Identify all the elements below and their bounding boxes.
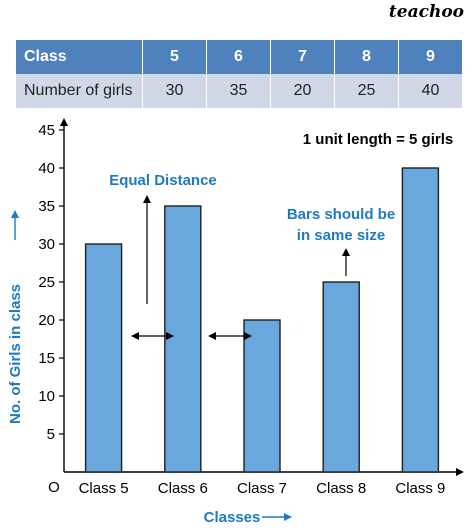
table-header-row: Class 5 6 7 8 9 — [16, 40, 463, 74]
data-table: Class 5 6 7 8 9 Number of girls 30 35 20… — [16, 40, 463, 108]
origin-label: O — [48, 479, 60, 496]
y-tick-label: 10 — [38, 388, 55, 405]
table-header-cell: 7 — [270, 40, 335, 74]
bar — [84, 243, 123, 473]
table-cell: 30 — [142, 74, 207, 108]
x-tick-group: Class 5 Class 6 Class 7 Class 8 Class 9 — [79, 480, 446, 497]
bars-same-size-line1: Bars should be — [287, 206, 395, 223]
y-tick-label: 5 — [47, 426, 55, 443]
table-header-cell: Class — [16, 40, 143, 74]
bar — [243, 319, 281, 473]
y-tick-label: 35 — [38, 198, 55, 215]
table-cell: 20 — [270, 74, 335, 108]
bar — [322, 281, 360, 473]
table-header-cell: 9 — [398, 40, 463, 74]
table-row-label: Number of girls — [16, 74, 143, 108]
y-tick-label: 30 — [38, 236, 55, 253]
y-tick-label: 15 — [38, 350, 55, 367]
table-cell: 35 — [206, 74, 271, 108]
bar — [401, 167, 440, 473]
table-header-cell: 5 — [142, 40, 207, 74]
x-tick-label: Class 8 — [316, 480, 366, 497]
x-tick-label: Class 7 — [237, 480, 287, 497]
y-tick-group: 5 10 15 20 25 30 35 40 45 — [38, 122, 64, 443]
x-axis-title: Classes — [204, 509, 261, 526]
y-tick-label: 40 — [38, 160, 55, 177]
y-tick-label: 25 — [38, 274, 55, 291]
brand-logo: teachoo — [388, 2, 464, 22]
x-tick-label: Class 5 — [79, 480, 129, 497]
bars-same-size-line2: in same size — [297, 227, 385, 244]
scale-note: 1 unit length = 5 girls — [303, 131, 453, 148]
bar-group — [84, 167, 440, 473]
table-cell: 25 — [334, 74, 399, 108]
y-tick-label: 20 — [38, 312, 55, 329]
x-tick-label: Class 9 — [395, 480, 445, 497]
y-tick-label: 45 — [38, 122, 55, 139]
table-cell: 40 — [398, 74, 463, 108]
x-tick-label: Class 6 — [158, 480, 208, 497]
table-row: Number of girls 30 35 20 25 40 — [16, 74, 463, 108]
table-header-cell: 6 — [206, 40, 271, 74]
table-header-cell: 8 — [334, 40, 399, 74]
y-axis-title: No. of Girls in class — [7, 284, 24, 424]
equal-distance-label: Equal Distance — [109, 172, 217, 189]
bar — [164, 205, 202, 473]
